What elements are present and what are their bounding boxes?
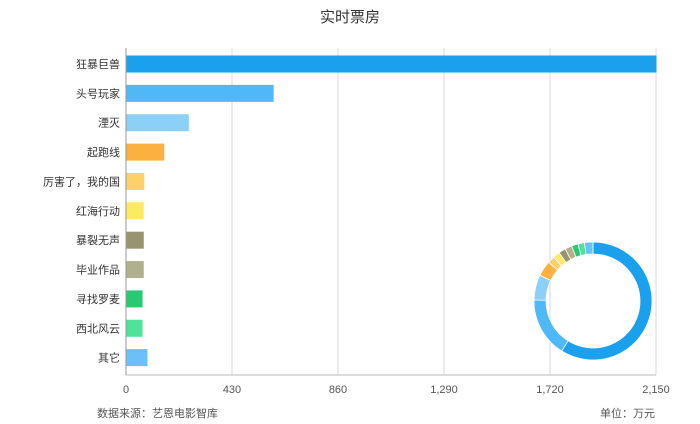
x-tick-label: 860 bbox=[329, 384, 347, 396]
x-tick-label: 2,150 bbox=[642, 384, 670, 396]
bar bbox=[126, 231, 144, 249]
category-label: 厉害了，我的国 bbox=[43, 174, 120, 188]
category-label: 暴裂无声 bbox=[76, 233, 120, 247]
donut-slice bbox=[583, 241, 594, 255]
category-label: 寻找罗麦 bbox=[76, 292, 120, 306]
data-source-note: 数据来源：艺恩电影智库 bbox=[97, 408, 218, 420]
x-tick-label: 430 bbox=[223, 384, 241, 396]
bar bbox=[126, 172, 145, 190]
category-label: 起跑线 bbox=[87, 145, 120, 159]
category-label: 毕业作品 bbox=[76, 264, 120, 277]
bar bbox=[126, 261, 144, 279]
x-tick-label: 0 bbox=[123, 384, 129, 396]
bar bbox=[126, 290, 143, 308]
unit-note: 单位：万元 bbox=[600, 408, 655, 420]
bar bbox=[126, 55, 657, 73]
category-label: 红海行动 bbox=[76, 204, 120, 218]
donut-slice bbox=[561, 241, 653, 361]
donut-slice bbox=[533, 299, 569, 352]
category-label: 西北风云 bbox=[76, 322, 120, 335]
bar bbox=[126, 319, 143, 337]
bar bbox=[126, 143, 165, 161]
category-label: 其它 bbox=[98, 351, 120, 365]
chart-title: 实时票房 bbox=[319, 9, 380, 26]
category-label: 头号玩家 bbox=[76, 86, 120, 100]
x-tick-label: 1,720 bbox=[536, 384, 564, 396]
category-label: 湮灭 bbox=[98, 117, 120, 130]
bar bbox=[126, 84, 274, 102]
bar bbox=[126, 202, 144, 220]
bar bbox=[126, 349, 148, 367]
x-tick-label: 1,290 bbox=[430, 384, 458, 396]
bar bbox=[126, 114, 189, 132]
category-label: 狂暴巨兽 bbox=[76, 57, 120, 71]
